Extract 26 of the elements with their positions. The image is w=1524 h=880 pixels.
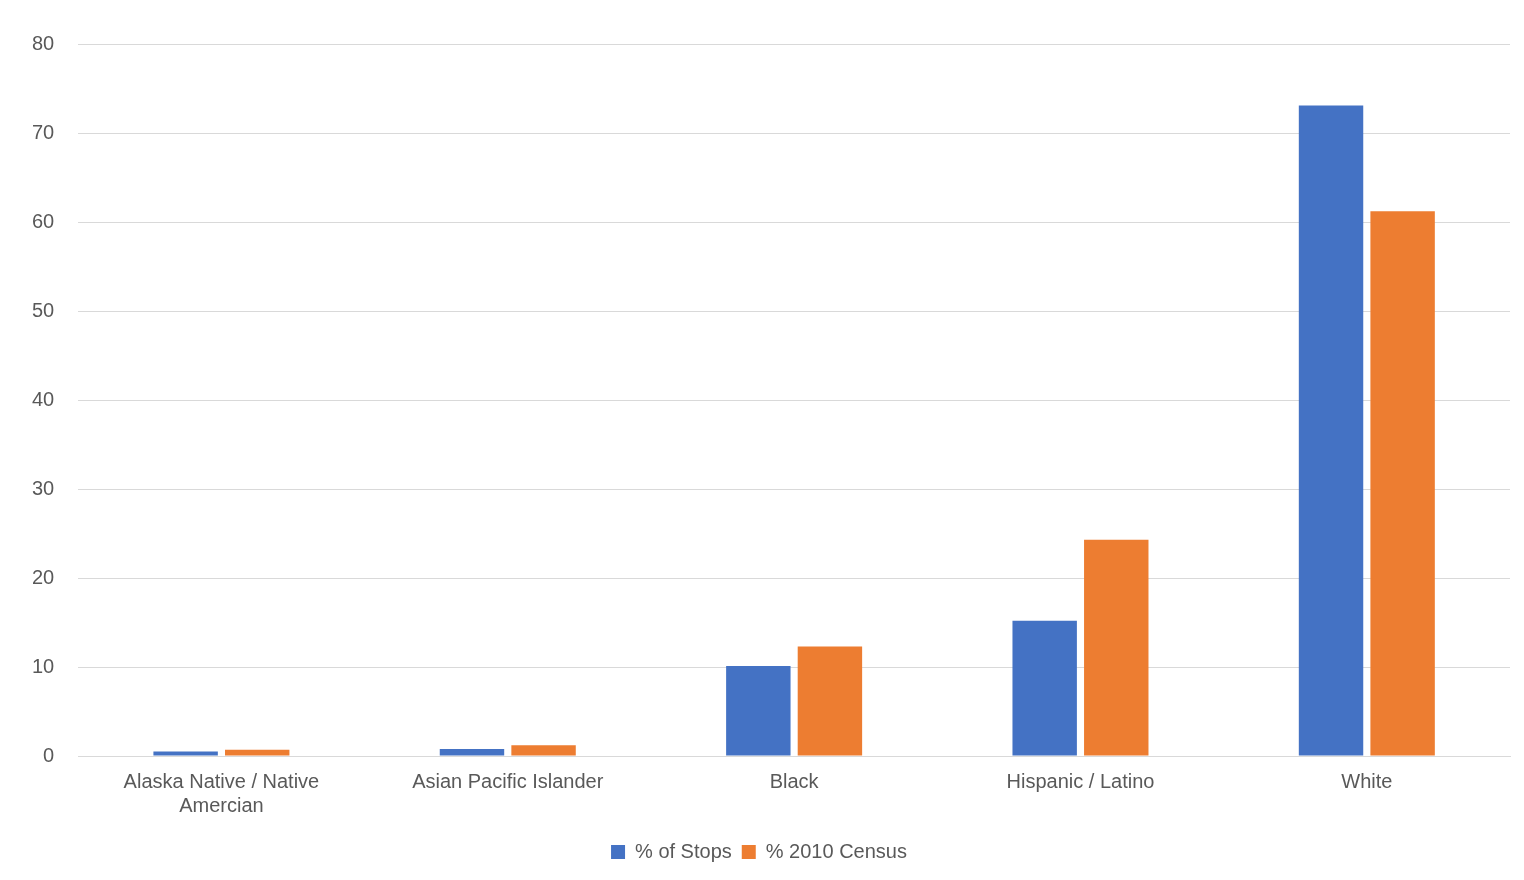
- legend-label: % of Stops: [635, 839, 732, 862]
- bar: [153, 751, 218, 756]
- bar: [439, 748, 505, 756]
- legend-label: % 2010 Census: [765, 839, 907, 862]
- y-tick-label: 30: [32, 476, 55, 499]
- x-tick-label: White: [1341, 769, 1393, 792]
- x-tick-label: Hispanic / Latino: [1006, 769, 1155, 792]
- bar: [797, 646, 863, 756]
- y-tick-label: 40: [32, 387, 55, 410]
- bar: [1084, 539, 1149, 756]
- bar: [1298, 105, 1364, 756]
- y-tick-label: 60: [32, 209, 55, 232]
- y-tick-label: 0: [43, 743, 55, 766]
- bar: [1012, 620, 1077, 756]
- y-tick-label: 10: [32, 654, 55, 677]
- bar: [1370, 211, 1435, 756]
- bar: [511, 745, 576, 756]
- y-tick-label: 80: [32, 31, 55, 54]
- x-tick-label: Asian Pacific Islander: [412, 769, 604, 792]
- y-tick-label: 20: [32, 565, 55, 588]
- bar: [225, 749, 290, 756]
- bar: [726, 666, 791, 756]
- x-tick-label: Black: [769, 769, 820, 792]
- y-tick-label: 70: [32, 120, 55, 143]
- x-tick-label: Alaska Native / Native Amercian: [123, 769, 320, 816]
- y-tick-label: 50: [32, 298, 55, 321]
